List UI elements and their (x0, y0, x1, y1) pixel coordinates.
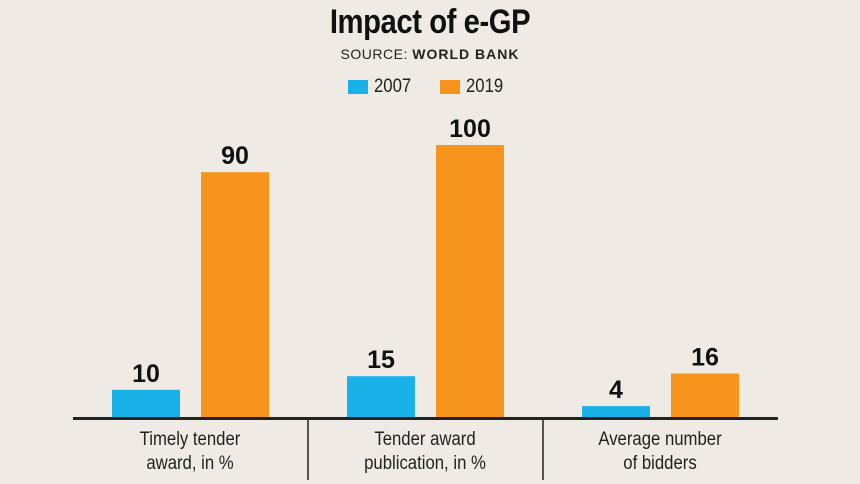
chart-title: Impact of e-GP (329, 3, 531, 41)
category-label-average-number-of-bidders: Average number of bidders (598, 429, 722, 474)
bar-2019-tender-award-publication (436, 145, 504, 417)
bar-2007-tender-award-publication (347, 376, 415, 417)
legend-label-2019: 2019 (466, 76, 504, 97)
bar-2019-timely-tender-award (201, 172, 269, 417)
bar-2019-average-number-of-bidders (671, 373, 739, 417)
data-label-2007-timely-tender-award: 10 (132, 360, 160, 388)
bar-2007-average-number-of-bidders (582, 406, 650, 417)
data-label-2019-timely-tender-award: 90 (221, 142, 249, 170)
legend-swatch-2019 (440, 80, 460, 94)
source-label: SOURCE: (340, 46, 408, 62)
category-label-tender-award-publication: Tender award publication, in % (364, 429, 486, 474)
data-label-2007-average-number-of-bidders: 4 (609, 376, 623, 404)
data-label-2019-tender-award-publication: 100 (449, 115, 491, 143)
category-label-timely-tender-award: Timely tender award, in % (139, 429, 241, 474)
chart-source: SOURCE: WORLD BANK (0, 44, 860, 64)
data-label-2019-average-number-of-bidders: 16 (691, 343, 719, 371)
source-value: WORLD BANK (412, 46, 520, 62)
legend-swatch-2007 (348, 80, 368, 94)
legend-label-2007: 2007 (374, 76, 412, 97)
bar-2007-timely-tender-award (112, 389, 180, 417)
legend: 2007 2019 (0, 74, 860, 100)
data-label-2007-tender-award-publication: 15 (367, 346, 395, 374)
